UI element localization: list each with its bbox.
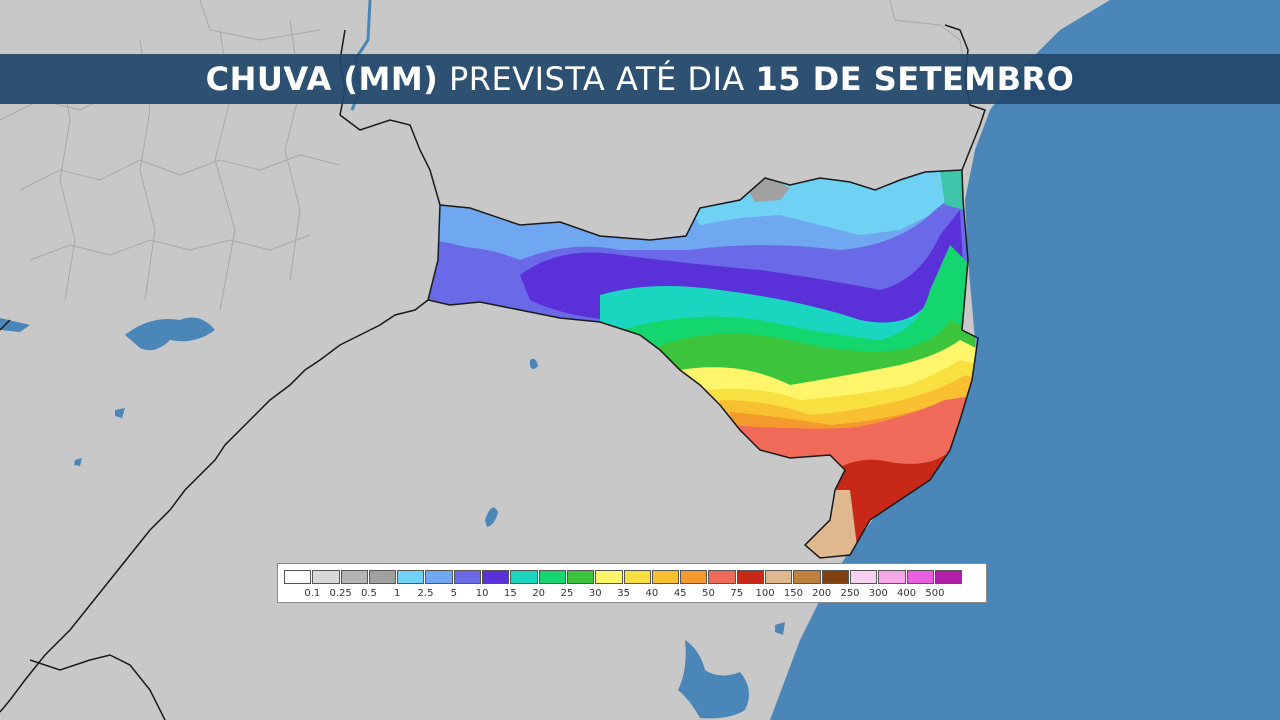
legend-swatch: [510, 570, 538, 584]
legend-swatch: [708, 570, 736, 584]
legend-swatch: [312, 570, 340, 584]
legend-swatch: [623, 570, 651, 584]
title-part-1: CHUVA (MM): [205, 60, 439, 98]
legend-swatches: [284, 570, 963, 584]
ocean: [770, 0, 1280, 720]
lake: [125, 317, 215, 351]
legend-label: 10: [475, 588, 489, 599]
lake: [485, 507, 498, 527]
lagoon: [775, 622, 785, 635]
legend-label: 0.5: [360, 588, 377, 599]
legend-label: 150: [783, 588, 803, 599]
legend-label: 300: [868, 588, 888, 599]
legend-swatch: [680, 570, 708, 584]
lake: [530, 358, 538, 369]
legend-swatch: [849, 570, 878, 584]
legend-label: 0.25: [329, 588, 352, 599]
title-banner: CHUVA (MM) PREVISTA ATÉ DIA 15 DE SETEMB…: [0, 54, 1280, 104]
legend-swatch: [765, 570, 793, 584]
legend-swatch: [821, 570, 849, 584]
legend-swatch: [566, 570, 595, 584]
legend-label: 500: [925, 588, 945, 599]
color-legend: 0.1 0.25 0.5 1 2.5 5 10 15 20 25 30 35 40 45 50 75 100 15…: [277, 563, 987, 603]
legend-swatch: [595, 570, 623, 584]
legend-swatch: [538, 570, 566, 584]
legend-label: 20: [532, 588, 546, 599]
lagoon: [678, 640, 749, 719]
legend-label: 40: [645, 588, 659, 599]
legend-swatch: [934, 570, 963, 584]
legend-label: 2.5: [417, 588, 434, 599]
legend-swatch: [368, 570, 397, 584]
legend-label: 30: [588, 588, 602, 599]
legend-label: 1: [394, 588, 401, 599]
state-outline: [427, 169, 979, 559]
legend-label: 45: [673, 588, 687, 599]
legend-swatch: [482, 570, 510, 584]
title-part-2: PREVISTA ATÉ DIA: [448, 60, 745, 98]
legend-swatch: [878, 570, 906, 584]
legend-label: 35: [617, 588, 630, 599]
legend-label: 25: [560, 588, 574, 599]
legend-labels: 0.1 0.25 0.5 1 2.5 5 10 15 20 25 30 35 40 45 50 75 100 15…: [284, 588, 984, 600]
legend-label: 400: [897, 588, 917, 599]
legend-swatch: [906, 570, 934, 584]
legend-label: 250: [840, 588, 860, 599]
lake: [74, 458, 82, 466]
legend-swatch: [397, 570, 425, 584]
legend-swatch: [284, 570, 312, 584]
legend-label: 200: [812, 588, 832, 599]
legend-swatch: [340, 570, 368, 584]
legend-label: 50: [702, 588, 715, 599]
legend-label: 5: [450, 588, 457, 599]
legend-label: 0.1: [304, 588, 321, 599]
legend-swatch: [425, 570, 453, 584]
legend-swatch: [651, 570, 680, 584]
legend-label: 100: [755, 588, 775, 599]
state-border-north: [944, 24, 986, 171]
legend-swatch: [793, 570, 821, 584]
legend-swatch: [453, 570, 482, 584]
lake: [115, 408, 125, 418]
legend-label: 75: [730, 588, 744, 599]
legend-label: 15: [504, 588, 517, 599]
legend-swatch: [736, 570, 765, 584]
title-part-3: 15 DE SETEMBRO: [755, 60, 1075, 98]
